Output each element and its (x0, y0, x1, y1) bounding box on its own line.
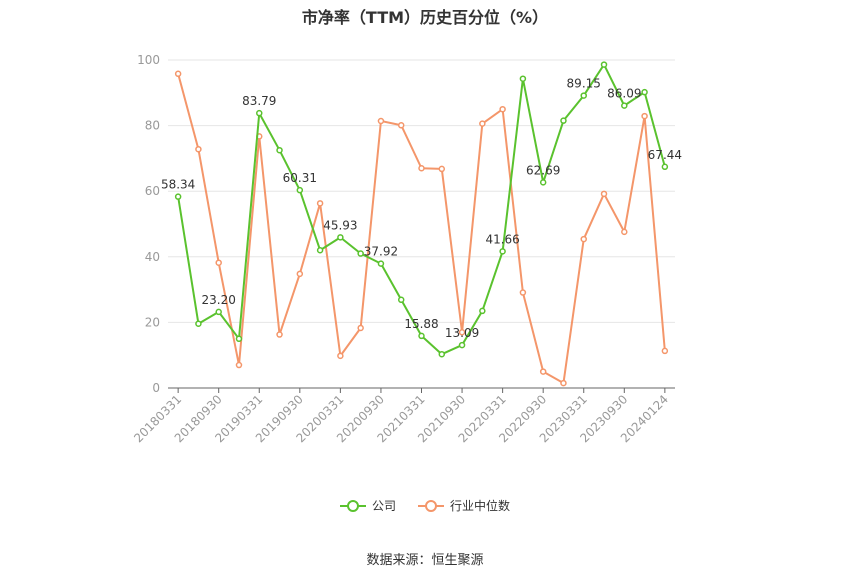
data-label: 89.15 (567, 77, 601, 91)
data-point-company (174, 193, 182, 200)
data-point-company (418, 332, 425, 340)
data-point-industry-median (316, 200, 324, 207)
data-point-industry-median (357, 324, 364, 332)
data-label: 60.31 (283, 171, 317, 185)
y-tick-label: 0 (152, 381, 160, 395)
data-point-company (337, 234, 344, 241)
data-point-industry-median (195, 145, 202, 153)
data-point-industry-median (479, 120, 486, 127)
data-point-company (296, 186, 304, 194)
data-label: 86.09 (607, 87, 641, 101)
data-label: 13.09 (445, 326, 479, 340)
data-label: 41.66 (485, 232, 519, 246)
data-point-industry-median (560, 379, 567, 387)
data-label: 62.69 (526, 163, 560, 177)
data-point-company (641, 88, 648, 96)
data-point-industry-median (580, 235, 587, 243)
data-point-company (600, 61, 608, 68)
data-point-industry-median (377, 117, 385, 125)
data-point-industry-median (499, 105, 506, 113)
data-point-industry-median (458, 328, 466, 336)
data-point-industry-median (174, 70, 182, 78)
y-tick-label: 40 (145, 250, 160, 264)
y-tick-label: 60 (145, 184, 160, 198)
data-point-industry-median (337, 352, 344, 360)
data-point-industry-median (296, 270, 304, 278)
data-point-company (235, 335, 243, 343)
data-point-industry-median (519, 289, 527, 296)
data-point-industry-median (235, 361, 243, 369)
data-point-company (377, 260, 385, 267)
legend-item-company[interactable]: 公司 (339, 497, 396, 514)
data-label: 23.20 (202, 293, 236, 307)
legend: 公司 行业中位数 (0, 497, 850, 514)
data-point-company (621, 102, 628, 109)
data-point-company (499, 248, 506, 255)
data-point-company (560, 117, 567, 124)
chart-title: 市净率（TTM）历史百分位（%） (301, 8, 549, 27)
data-label: 58.34 (161, 178, 195, 192)
legend-label-industry-median: 行业中位数 (450, 499, 511, 513)
data-point-company (580, 92, 587, 99)
legend-swatch-company (339, 499, 366, 512)
data-point-company (316, 246, 324, 254)
data-point-company (539, 179, 547, 186)
data-point-industry-median (215, 259, 222, 266)
data-point-company (661, 163, 669, 171)
data-point-company (438, 350, 446, 358)
data-point-company (519, 75, 527, 82)
data-label: 83.79 (242, 94, 276, 108)
data-point-company (195, 320, 202, 327)
data-point-industry-median (661, 347, 669, 355)
data-point-industry-median (621, 228, 628, 236)
y-tick-label: 80 (145, 119, 160, 133)
data-point-company (357, 250, 364, 257)
data-point-industry-median (397, 122, 405, 129)
data-point-industry-median (418, 164, 425, 172)
legend-swatch-industry-median (418, 499, 444, 512)
data-point-industry-median (539, 368, 547, 375)
y-tick-label: 20 (145, 315, 160, 329)
data-label: 45.93 (323, 218, 357, 232)
data-point-industry-median (641, 112, 648, 120)
data-point-company (215, 308, 222, 316)
data-label: 15.88 (404, 317, 438, 331)
y-tick-label: 100 (137, 53, 160, 67)
data-point-industry-median (600, 190, 608, 198)
data-point-company (458, 341, 466, 349)
data-label: 37.92 (364, 245, 398, 259)
legend-item-industry-median[interactable]: 行业中位数 (418, 497, 510, 514)
data-point-company (397, 296, 405, 304)
data-source: 数据来源：恒生聚源 (366, 553, 484, 568)
data-point-industry-median (276, 331, 283, 338)
data-point-company (276, 146, 283, 154)
data-label: 67.44 (648, 148, 682, 162)
data-point-company (479, 307, 486, 315)
data-point-company (256, 109, 263, 117)
data-point-industry-median (438, 165, 446, 173)
legend-label-company: 公司 (371, 499, 396, 513)
